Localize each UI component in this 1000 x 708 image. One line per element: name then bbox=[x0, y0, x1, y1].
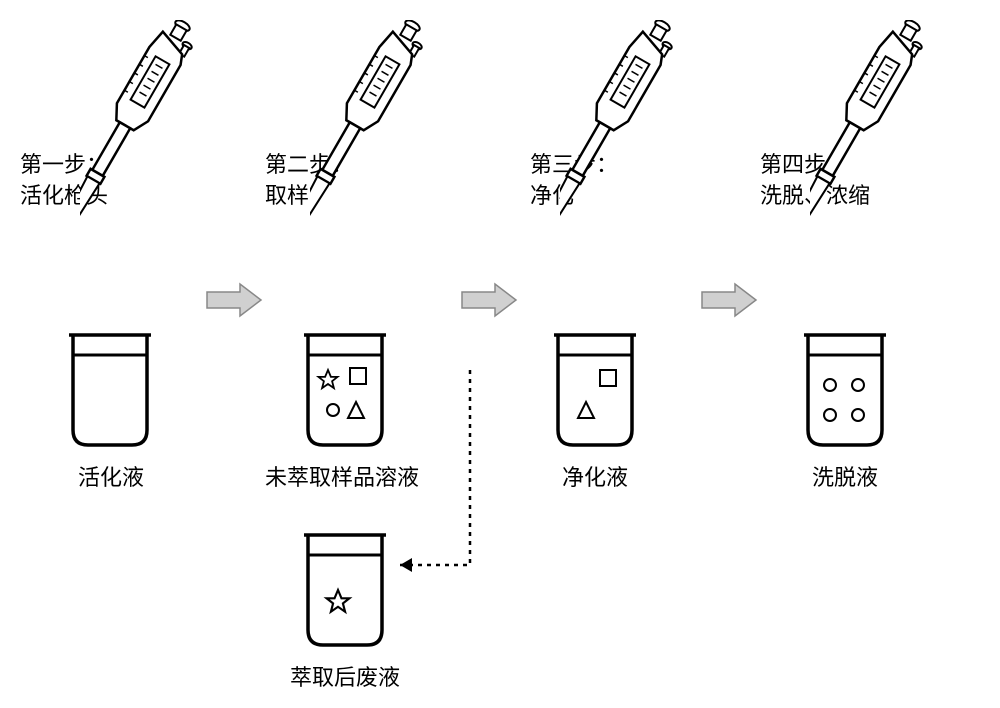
beaker-waste bbox=[300, 530, 390, 650]
arrow-3 bbox=[700, 280, 760, 320]
arrow-1 bbox=[205, 280, 265, 320]
arrow-2 bbox=[460, 280, 520, 320]
beaker3-label: 净化液 bbox=[562, 460, 628, 492]
beaker-4 bbox=[800, 330, 890, 450]
beaker4-label: 洗脱液 bbox=[812, 460, 878, 492]
step2-title-l2: 取样 bbox=[265, 183, 309, 208]
beaker-3 bbox=[550, 330, 640, 450]
pipette-4 bbox=[810, 20, 1000, 350]
waste-label: 萃取后废液 bbox=[290, 660, 400, 692]
beaker1-label: 活化液 bbox=[78, 460, 144, 492]
beaker-2 bbox=[300, 330, 390, 450]
dotted-arrow bbox=[380, 370, 500, 590]
beaker-1 bbox=[65, 330, 155, 450]
